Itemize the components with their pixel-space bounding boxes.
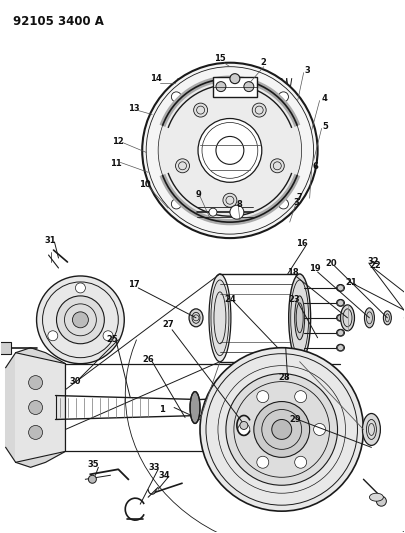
Circle shape	[254, 401, 310, 457]
Circle shape	[75, 283, 85, 293]
Circle shape	[171, 199, 181, 209]
Ellipse shape	[337, 314, 345, 321]
Circle shape	[158, 79, 302, 222]
Circle shape	[29, 400, 43, 415]
Circle shape	[244, 82, 254, 92]
Circle shape	[142, 63, 318, 238]
Circle shape	[209, 208, 217, 216]
Ellipse shape	[337, 329, 345, 336]
Circle shape	[270, 159, 284, 173]
Text: 25: 25	[107, 335, 118, 344]
Ellipse shape	[369, 493, 384, 501]
Text: 17: 17	[128, 280, 140, 289]
Circle shape	[103, 331, 113, 341]
Polygon shape	[16, 353, 66, 462]
Circle shape	[223, 193, 237, 207]
Bar	[0, 342, 11, 354]
Circle shape	[230, 74, 240, 84]
Text: 6: 6	[313, 162, 319, 171]
Text: 33: 33	[148, 463, 160, 472]
Text: 10: 10	[139, 180, 151, 189]
Circle shape	[240, 422, 248, 430]
Text: 24: 24	[224, 295, 236, 304]
Text: 34: 34	[158, 471, 170, 480]
Text: 5: 5	[323, 122, 328, 131]
Text: 14: 14	[150, 74, 162, 83]
Ellipse shape	[337, 344, 345, 351]
Text: 30: 30	[70, 377, 81, 386]
Circle shape	[257, 391, 269, 402]
Circle shape	[198, 118, 262, 182]
Circle shape	[194, 103, 208, 117]
Text: 18: 18	[287, 269, 298, 278]
Polygon shape	[6, 348, 66, 467]
Circle shape	[29, 425, 43, 439]
Circle shape	[295, 391, 307, 402]
Text: 92105 3400 A: 92105 3400 A	[13, 15, 104, 28]
Text: 27: 27	[162, 320, 174, 329]
Circle shape	[376, 496, 386, 506]
Circle shape	[57, 296, 104, 344]
Ellipse shape	[189, 309, 203, 327]
Circle shape	[36, 276, 124, 364]
Text: 11: 11	[111, 159, 122, 168]
Text: 22: 22	[369, 261, 381, 270]
Text: 20: 20	[326, 259, 337, 268]
Text: 16: 16	[296, 239, 307, 248]
Ellipse shape	[209, 274, 231, 362]
Circle shape	[48, 331, 58, 341]
Ellipse shape	[337, 300, 345, 306]
Text: 31: 31	[45, 236, 56, 245]
Circle shape	[238, 423, 250, 435]
Circle shape	[230, 205, 244, 219]
Circle shape	[272, 419, 292, 439]
Text: 32: 32	[368, 256, 379, 265]
Text: 7: 7	[297, 193, 303, 201]
Circle shape	[200, 348, 363, 511]
Text: 4: 4	[322, 94, 328, 103]
Ellipse shape	[341, 305, 354, 331]
Text: 21: 21	[345, 278, 357, 287]
Circle shape	[216, 136, 244, 164]
Ellipse shape	[362, 414, 380, 446]
Circle shape	[279, 92, 288, 102]
Text: 15: 15	[214, 54, 226, 63]
Circle shape	[252, 103, 266, 117]
Bar	[213, 77, 257, 96]
Ellipse shape	[190, 392, 200, 423]
Ellipse shape	[384, 311, 391, 325]
Text: 26: 26	[142, 355, 154, 364]
Ellipse shape	[295, 296, 305, 340]
Circle shape	[88, 475, 96, 483]
Text: 13: 13	[128, 104, 140, 113]
Circle shape	[29, 376, 43, 390]
Text: 9: 9	[195, 190, 201, 199]
Circle shape	[295, 456, 307, 468]
Text: 23: 23	[289, 295, 301, 304]
Text: 29: 29	[290, 415, 301, 424]
Text: 3: 3	[305, 66, 311, 75]
Circle shape	[279, 199, 288, 209]
Text: 3: 3	[294, 198, 300, 207]
Text: 12: 12	[113, 137, 124, 146]
Text: 1: 1	[159, 405, 165, 414]
Text: 8: 8	[237, 200, 243, 209]
Text: 19: 19	[309, 264, 320, 273]
Ellipse shape	[364, 308, 374, 328]
Ellipse shape	[211, 280, 229, 356]
Circle shape	[216, 82, 226, 92]
Text: 35: 35	[87, 460, 99, 469]
Ellipse shape	[337, 285, 345, 292]
Circle shape	[226, 374, 337, 485]
Circle shape	[171, 92, 181, 102]
Circle shape	[313, 423, 326, 435]
Text: 28: 28	[278, 373, 290, 382]
Text: 2: 2	[261, 58, 267, 67]
Circle shape	[257, 456, 269, 468]
Ellipse shape	[289, 274, 311, 362]
Circle shape	[175, 159, 190, 173]
Circle shape	[72, 312, 88, 328]
